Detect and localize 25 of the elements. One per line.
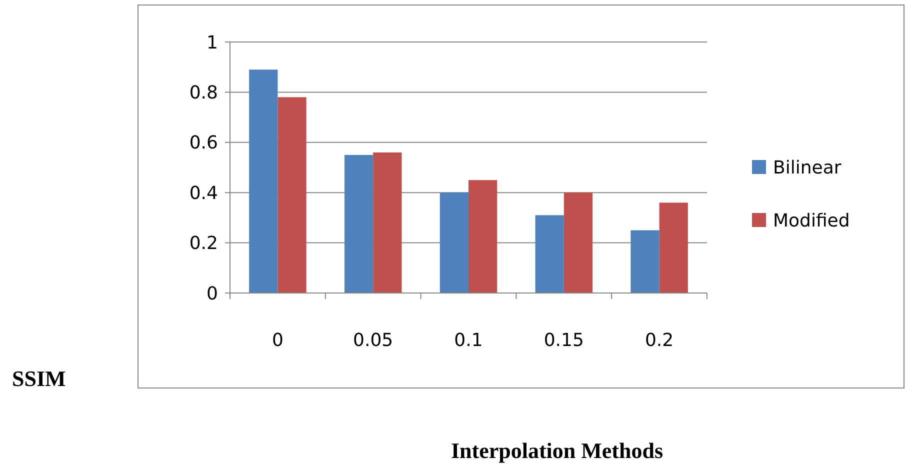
bar: [468, 180, 498, 293]
bar: [249, 70, 278, 293]
y-tick-label: 0: [206, 283, 218, 304]
y-tick-label: 0.2: [189, 233, 218, 254]
y-tick-label: 0.6: [189, 132, 218, 154]
bar: [373, 152, 402, 293]
y-tick-label: 0.4: [189, 182, 218, 204]
x-tick-label: 0: [272, 330, 284, 351]
legend-label: Modified: [773, 210, 850, 232]
bar: [440, 192, 468, 293]
bar: [278, 97, 306, 293]
x-tick-label: 0.05: [353, 330, 394, 351]
bar: [564, 192, 593, 293]
y-tick-label: 1: [206, 32, 218, 54]
y-tick-label: 0.8: [189, 82, 218, 104]
bar: [659, 202, 688, 293]
bar: [535, 215, 564, 293]
x-tick-label: 0.1: [454, 330, 483, 351]
bar: [344, 154, 374, 293]
x-tick-label: 0.15: [544, 330, 584, 351]
bar: [630, 230, 660, 293]
x-tick-label: 0.2: [644, 330, 674, 351]
x-axis-title: Interpolation Methods: [450, 438, 664, 463]
text: SSIM: [12, 366, 66, 391]
legend-label: Bilinear: [773, 157, 842, 178]
